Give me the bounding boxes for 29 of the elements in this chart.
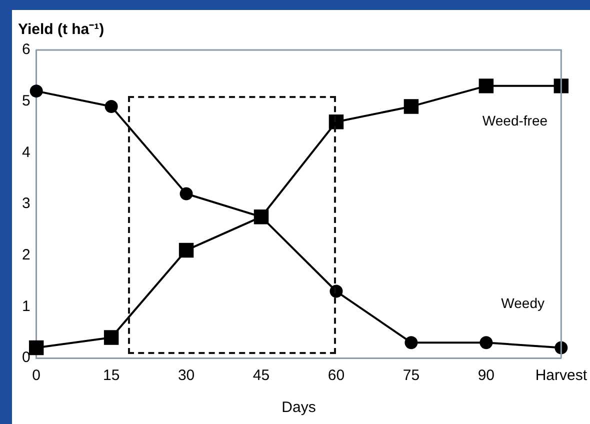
y-tick-label: 5 <box>22 92 30 110</box>
x-tick-label: 75 <box>402 367 420 384</box>
x-tick-label: 15 <box>102 367 120 384</box>
point <box>28 340 44 356</box>
point <box>554 78 569 94</box>
point <box>104 330 119 345</box>
point <box>178 242 194 258</box>
point <box>180 187 193 200</box>
point <box>478 78 494 94</box>
x-tick-label: 90 <box>478 367 495 384</box>
y-tick-label: 3 <box>22 195 30 212</box>
y-axis-title: Yield (t ha⁻¹) <box>18 21 104 38</box>
y-tick-label: 1 <box>22 298 30 315</box>
y-tick-label: 4 <box>22 144 30 161</box>
x-axis-title: Days <box>282 399 316 416</box>
x-tick-label: 45 <box>252 367 270 384</box>
point <box>404 336 418 350</box>
point <box>104 100 118 113</box>
x-tick-label: 60 <box>328 367 345 384</box>
point <box>404 99 419 114</box>
y-tick-label: 0 <box>22 349 30 366</box>
y-tick-label: 6 <box>22 41 30 58</box>
point <box>30 84 43 98</box>
y-tick-label: 2 <box>22 246 30 264</box>
x-tick-label: 30 <box>178 367 195 384</box>
series-label: Weed-free <box>482 112 548 129</box>
x-tick-label: Harvest <box>535 367 588 384</box>
text: Weedy <box>501 294 545 311</box>
point <box>480 336 493 350</box>
